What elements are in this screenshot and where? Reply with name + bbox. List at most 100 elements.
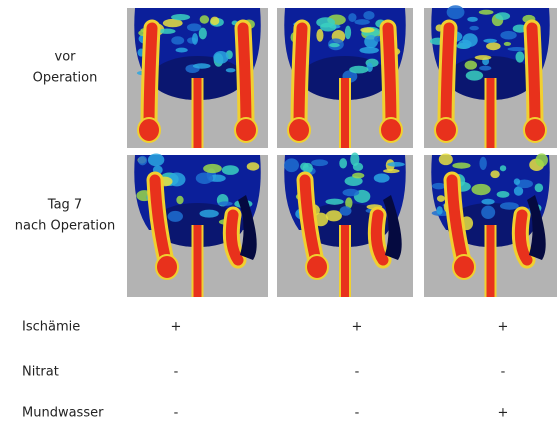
table-cell: + bbox=[171, 320, 182, 335]
leg bbox=[388, 28, 391, 130]
perfusion-spot bbox=[360, 27, 374, 32]
perfusion-spot bbox=[479, 157, 486, 170]
tail bbox=[487, 225, 495, 297]
table-cell: + bbox=[498, 320, 509, 335]
tail bbox=[487, 78, 495, 148]
perfusion-spot bbox=[481, 199, 494, 205]
table-cell: - bbox=[355, 406, 360, 421]
perfusion-spot bbox=[192, 33, 198, 45]
perfusion-spot bbox=[481, 206, 495, 219]
perfusion-spot bbox=[348, 13, 356, 22]
table-cell: - bbox=[501, 365, 506, 380]
perfusion-spot bbox=[247, 162, 260, 170]
perfusion-spot bbox=[452, 162, 470, 168]
perfusion-spot bbox=[311, 159, 328, 166]
leg bbox=[149, 28, 152, 130]
perfusion-spot bbox=[469, 26, 478, 31]
perfusion-spot bbox=[500, 202, 519, 209]
perfusion-spot bbox=[387, 162, 405, 167]
paw bbox=[288, 118, 310, 142]
perfusion-spot bbox=[200, 15, 209, 23]
table-row-label: Ischämie bbox=[22, 320, 80, 335]
perfusion-spot bbox=[466, 70, 483, 80]
tail bbox=[341, 78, 349, 148]
perfusion-spot bbox=[345, 26, 351, 40]
perfusion-spot bbox=[218, 201, 232, 205]
perfusion-spot bbox=[359, 47, 379, 54]
row-label: nach Operation bbox=[15, 219, 115, 234]
perfusion-spot bbox=[176, 196, 183, 204]
perfusion-spot bbox=[316, 29, 323, 42]
perfusion-spot bbox=[354, 19, 369, 25]
row-label: Operation bbox=[33, 71, 98, 86]
perfusion-spot bbox=[199, 210, 218, 218]
perfusion-spot bbox=[187, 23, 201, 31]
perfusion-spot bbox=[325, 199, 343, 205]
perfusion-spot bbox=[507, 47, 526, 51]
perfusion-spot bbox=[222, 165, 239, 175]
leg bbox=[446, 28, 449, 130]
perfusion-spot bbox=[374, 173, 390, 182]
perfusion-spot bbox=[497, 191, 510, 198]
perfusion-spot bbox=[500, 31, 516, 40]
perfusion-image bbox=[424, 5, 557, 148]
perfusion-spot bbox=[471, 184, 490, 195]
perfusion-image bbox=[424, 153, 557, 297]
panels bbox=[127, 5, 557, 297]
perfusion-spot bbox=[168, 211, 183, 222]
perfusion-spot bbox=[363, 11, 374, 20]
perfusion-spot bbox=[535, 183, 543, 192]
table-cell: + bbox=[352, 320, 363, 335]
table-cell: - bbox=[355, 365, 360, 380]
table-cell: - bbox=[174, 406, 179, 421]
perfusion-spot bbox=[383, 169, 400, 173]
table-row-label: Nitrat bbox=[22, 365, 59, 380]
perfusion-image bbox=[127, 8, 268, 148]
paw bbox=[235, 118, 257, 142]
perfusion-spot bbox=[504, 42, 511, 46]
perfusion-spot bbox=[339, 158, 347, 168]
perfusion-spot bbox=[458, 40, 471, 49]
tail bbox=[341, 225, 349, 297]
paw bbox=[138, 118, 160, 142]
perfusion-spot bbox=[226, 68, 236, 72]
perfusion-spot bbox=[486, 42, 501, 50]
perfusion-spot bbox=[203, 164, 222, 173]
perfusion-spot bbox=[495, 12, 510, 20]
perfusion-spot bbox=[210, 17, 219, 26]
tail bbox=[194, 225, 202, 297]
perfusion-spot bbox=[316, 17, 335, 27]
perfusion-spot bbox=[352, 173, 364, 179]
paw bbox=[524, 118, 546, 142]
perfusion-spot bbox=[447, 5, 465, 19]
perfusion-spot bbox=[176, 48, 188, 53]
perfusion-spot bbox=[514, 178, 520, 185]
perfusion-spot bbox=[436, 206, 442, 215]
perfusion-spot bbox=[465, 61, 477, 70]
perfusion-spot bbox=[479, 66, 491, 71]
paw bbox=[435, 118, 457, 142]
perfusion-spot bbox=[138, 156, 147, 166]
paw bbox=[306, 255, 328, 279]
tail bbox=[194, 78, 202, 148]
perfusion-spot bbox=[479, 10, 494, 15]
perfusion-spot bbox=[171, 36, 184, 44]
perfusion-spot bbox=[350, 152, 359, 165]
paw bbox=[453, 255, 475, 279]
perfusion-spot bbox=[148, 153, 164, 166]
perfusion-spot bbox=[343, 189, 360, 197]
perfusion-spot bbox=[196, 172, 213, 184]
perfusion-image bbox=[277, 8, 413, 148]
leg bbox=[299, 28, 302, 130]
table-row-label: Mundwasser bbox=[22, 406, 104, 421]
perfusion-spot bbox=[490, 170, 499, 178]
perfusion-spot bbox=[284, 158, 299, 172]
figure: vor Operation Tag 7 nach Operation Ischä… bbox=[0, 0, 557, 423]
row-label: Tag 7 bbox=[47, 198, 82, 213]
leg bbox=[532, 28, 535, 130]
perfusion-spot bbox=[329, 43, 340, 47]
perfusion-spot bbox=[475, 55, 492, 60]
perfusion-spot bbox=[193, 63, 211, 68]
perfusion-spot bbox=[536, 153, 548, 166]
perfusion-image bbox=[127, 153, 268, 297]
